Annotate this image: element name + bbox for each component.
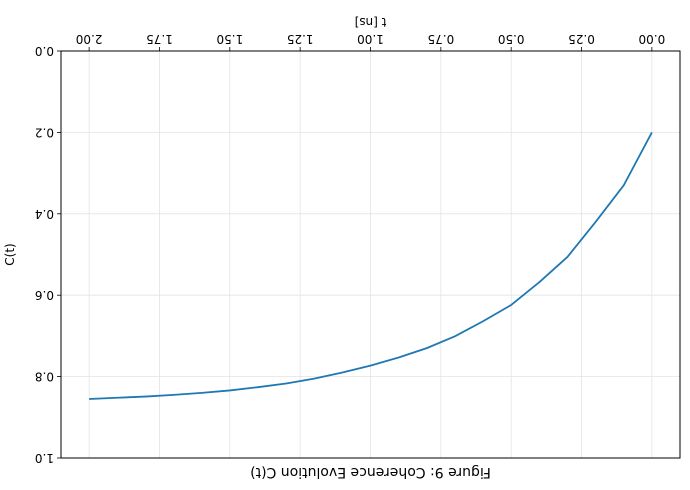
grid	[61, 50, 680, 459]
x-tick-label: 0.50	[498, 32, 525, 46]
chart-title: Figure 9: Coherence Evolution C(t)	[250, 464, 491, 480]
series-layer	[89, 131, 653, 400]
x-axis-label: t [ns]	[355, 15, 387, 29]
x-tick-label: 2.00	[76, 32, 103, 46]
series-line	[89, 131, 653, 400]
x-tick-label: 1.75	[146, 32, 173, 46]
y-tick-label: 0.2	[35, 125, 54, 139]
y-axis-label: C(t)	[3, 243, 17, 265]
y-tick-label: 0.4	[35, 207, 54, 221]
x-tick-label: 1.25	[287, 32, 314, 46]
y-tick-label: 0.6	[35, 288, 54, 302]
y-tick-label: 1.0	[35, 451, 54, 465]
x-tick-label: 1.00	[357, 32, 384, 46]
x-tick-label: 0.75	[427, 32, 454, 46]
y-tick-label: 0.0	[35, 44, 54, 58]
x-tick-label: 1.50	[216, 32, 243, 46]
y-tick-label: 0.8	[35, 370, 54, 384]
x-tick-label: 0.00	[639, 32, 666, 46]
x-tick-label: 0.25	[568, 32, 595, 46]
y-axis: 0.0 0.2 0.4 0.6 0.8 1.0	[35, 44, 61, 465]
x-axis: 0.00 0.25 0.50 0.75 1.00 1.25 1.50 1.75 2.00	[76, 32, 665, 51]
